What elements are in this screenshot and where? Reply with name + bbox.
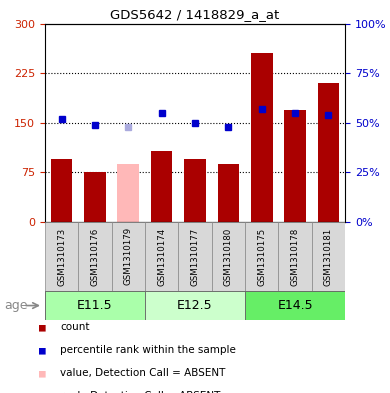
Text: age: age bbox=[4, 299, 27, 312]
Bar bbox=[317, 83, 339, 222]
Bar bbox=[151, 151, 172, 222]
Title: GDS5642 / 1418829_a_at: GDS5642 / 1418829_a_at bbox=[110, 8, 280, 21]
Bar bbox=[45, 222, 78, 291]
Text: GSM1310176: GSM1310176 bbox=[90, 227, 99, 286]
Text: value, Detection Call = ABSENT: value, Detection Call = ABSENT bbox=[60, 368, 226, 378]
Text: GSM1310181: GSM1310181 bbox=[324, 227, 333, 286]
Text: percentile rank within the sample: percentile rank within the sample bbox=[60, 345, 236, 355]
Text: GSM1310177: GSM1310177 bbox=[190, 227, 200, 286]
Bar bbox=[284, 110, 306, 222]
Text: count: count bbox=[60, 322, 90, 332]
Bar bbox=[178, 222, 212, 291]
Bar bbox=[84, 173, 106, 222]
Bar bbox=[112, 222, 145, 291]
Text: GSM1310179: GSM1310179 bbox=[124, 228, 133, 285]
Bar bbox=[184, 159, 206, 222]
Bar bbox=[51, 159, 73, 222]
Bar bbox=[251, 53, 273, 222]
Text: GSM1310174: GSM1310174 bbox=[157, 227, 166, 286]
Text: GSM1310180: GSM1310180 bbox=[224, 227, 233, 286]
Bar bbox=[212, 222, 245, 291]
Text: GSM1310175: GSM1310175 bbox=[257, 227, 266, 286]
Text: ■: ■ bbox=[39, 345, 46, 355]
Text: GSM1310173: GSM1310173 bbox=[57, 227, 66, 286]
Bar bbox=[312, 222, 345, 291]
Bar bbox=[117, 164, 139, 222]
Bar bbox=[245, 291, 345, 320]
Text: ■: ■ bbox=[39, 391, 46, 393]
Bar bbox=[218, 164, 239, 222]
Bar bbox=[145, 222, 178, 291]
Text: ■: ■ bbox=[39, 322, 46, 332]
Text: E14.5: E14.5 bbox=[277, 299, 313, 312]
Bar bbox=[145, 291, 245, 320]
Bar bbox=[245, 222, 278, 291]
Text: rank, Detection Call = ABSENT: rank, Detection Call = ABSENT bbox=[60, 391, 221, 393]
Text: GSM1310178: GSM1310178 bbox=[291, 227, 300, 286]
Text: E11.5: E11.5 bbox=[77, 299, 113, 312]
Text: E12.5: E12.5 bbox=[177, 299, 213, 312]
Bar bbox=[45, 291, 145, 320]
Text: ■: ■ bbox=[39, 368, 46, 378]
Bar bbox=[78, 222, 112, 291]
Bar bbox=[278, 222, 312, 291]
